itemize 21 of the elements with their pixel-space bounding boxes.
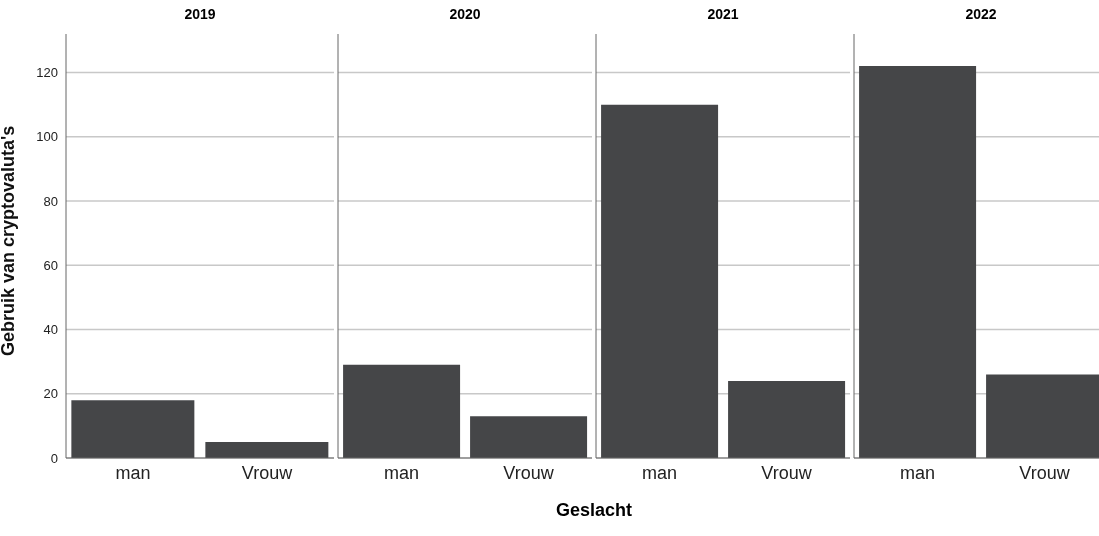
chart-title: 2021 <box>706 5 740 24</box>
x-tick-label: man <box>899 462 936 483</box>
chart-title: 2020 <box>448 5 482 24</box>
y-axis-title: Gebruik van cryptovaluta's <box>0 125 19 356</box>
x-tick-label: man <box>115 462 151 483</box>
y-tick-label: 40 <box>43 322 58 338</box>
y-tick-label: 120 <box>36 65 58 81</box>
x-axis-title: Geslacht <box>555 500 632 521</box>
chart-title: 2022 <box>964 5 998 24</box>
y-tick-label: 0 <box>50 450 58 466</box>
x-tick-label: Vrouw <box>761 462 813 483</box>
y-tick-label: 80 <box>43 193 58 209</box>
y-tick-label: 20 <box>43 386 58 402</box>
x-tick-label: Vrouw <box>241 462 294 483</box>
x-tick-label: man <box>383 462 420 483</box>
x-tick-label: Vrouw <box>503 462 555 483</box>
x-tick-label: Vrouw <box>1019 462 1071 483</box>
y-tick-label: 60 <box>43 257 58 273</box>
x-tick-label: man <box>641 462 678 483</box>
chart-title: 2019 <box>183 5 217 24</box>
y-tick-label: 100 <box>36 129 58 145</box>
